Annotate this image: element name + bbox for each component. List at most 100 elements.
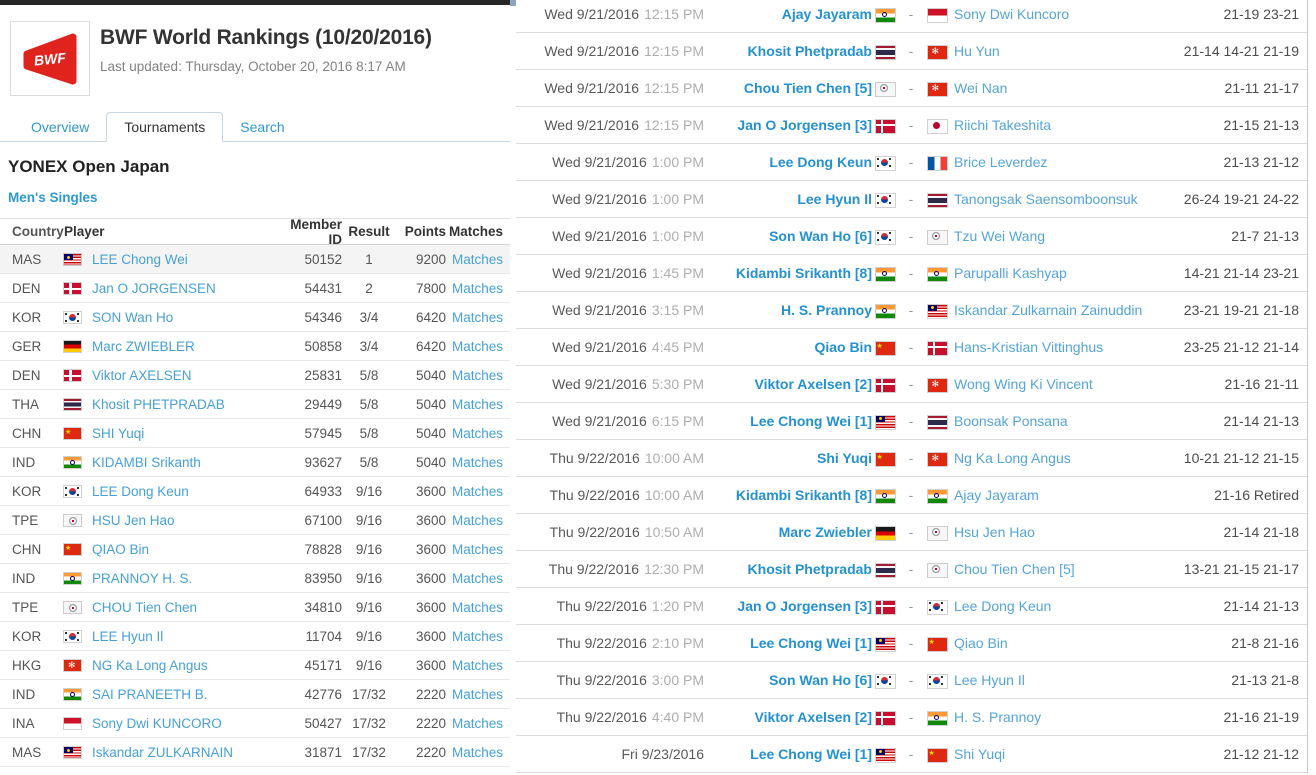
matches-link[interactable]: Matches	[451, 483, 503, 499]
match-score: 21-12 21-12	[1223, 746, 1299, 762]
tab-search[interactable]: Search	[240, 119, 285, 135]
category-link-mens-singles[interactable]: Men's Singles	[8, 190, 98, 205]
matches-link[interactable]: Matches	[451, 657, 503, 673]
matches-link[interactable]: Matches	[451, 367, 503, 383]
player-link[interactable]: CHOU Tien Chen	[92, 599, 198, 615]
player2-link[interactable]: H. S. Prannoy	[954, 709, 1042, 725]
player2-link[interactable]: Lee Dong Keun	[954, 598, 1052, 614]
matches-link[interactable]: Matches	[451, 744, 503, 760]
player-link[interactable]: Jan O JORGENSEN	[92, 280, 216, 296]
col-player: Player	[64, 224, 105, 239]
flag-hkg-icon	[927, 452, 947, 466]
player1-link[interactable]: Khosit Phetpradab	[747, 561, 872, 577]
player-link[interactable]: KIDAMBI Srikanth	[92, 454, 201, 470]
member-id: 50858	[304, 338, 342, 354]
player2-link[interactable]: Hans-Kristian Vittinghus	[954, 339, 1104, 355]
player2-link[interactable]: Shi Yuqi	[954, 746, 1006, 762]
match-row: Wed 9/21/2016 5:30 PM Viktor Axelsen [2] …	[516, 366, 1307, 403]
player1-link[interactable]: Viktor Axelsen [2]	[754, 709, 873, 725]
player1-link[interactable]: H. S. Prannoy	[780, 302, 872, 318]
player-link[interactable]: Marc ZWIEBLER	[92, 338, 195, 354]
player2-link[interactable]: Ajay Jayaram	[954, 487, 1039, 503]
points: 5040	[415, 425, 446, 441]
player1-link[interactable]: Kidambi Srikanth [8]	[735, 487, 872, 503]
player1-link[interactable]: Jan O Jorgensen [3]	[737, 598, 872, 614]
player1-link[interactable]: Shi Yuqi	[817, 450, 872, 466]
player2-link[interactable]: Riichi Takeshita	[954, 117, 1052, 133]
matches-link[interactable]: Matches	[451, 396, 503, 412]
matches-link[interactable]: Matches	[451, 338, 503, 354]
matches-link[interactable]: Matches	[451, 628, 503, 644]
flag-den-icon	[875, 378, 895, 392]
match-score: 21-19 23-21	[1223, 6, 1299, 22]
player-link[interactable]: HSU Jen Hao	[92, 512, 175, 528]
player-link[interactable]: NG Ka Long Angus	[92, 657, 208, 673]
matches-link[interactable]: Matches	[451, 570, 503, 586]
match-score: 21-13 21-12	[1223, 154, 1299, 170]
vs-separator: -	[908, 709, 914, 725]
player-link[interactable]: SON Wan Ho	[92, 309, 174, 325]
player1-link[interactable]: Son Wan Ho [6]	[769, 672, 872, 688]
member-id: 11704	[305, 628, 342, 644]
matches-link[interactable]: Matches	[451, 512, 503, 528]
player1-link[interactable]: Marc Zwiebler	[778, 524, 872, 540]
player2-link[interactable]: Brice Leverdez	[954, 154, 1048, 170]
player-link[interactable]: Khosit PHETPRADAB	[92, 396, 225, 412]
player-link[interactable]: Iskandar ZULKARNAIN	[92, 744, 234, 760]
tab-tournaments[interactable]: Tournaments	[106, 112, 224, 142]
player2-link[interactable]: Hu Yun	[954, 43, 1000, 59]
matches-link[interactable]: Matches	[451, 309, 503, 325]
player2-link[interactable]: Iskandar Zulkarnain Zainuddin	[954, 302, 1143, 318]
player-link[interactable]: Viktor AXELSEN	[92, 367, 192, 383]
country-code: GER	[12, 338, 42, 354]
player-link[interactable]: LEE Dong Keun	[92, 483, 189, 499]
player1-link[interactable]: Son Wan Ho [6]	[769, 228, 872, 244]
player2-link[interactable]: Wei Nan	[954, 80, 1008, 96]
matches-link[interactable]: Matches	[451, 454, 503, 470]
player2-link[interactable]: Ng Ka Long Angus	[954, 450, 1071, 466]
player-link[interactable]: LEE Hyun Il	[92, 628, 164, 644]
player-link[interactable]: QIAO Bin	[92, 541, 150, 557]
matches-link[interactable]: Matches	[451, 541, 503, 557]
player1-link[interactable]: Khosit Phetpradab	[747, 43, 872, 59]
matches-link[interactable]: Matches	[451, 599, 503, 615]
player2-link[interactable]: Chou Tien Chen [5]	[954, 561, 1075, 577]
tab-overview[interactable]: Overview	[31, 119, 90, 135]
player2-link[interactable]: Boonsak Ponsana	[954, 413, 1068, 429]
player1-link[interactable]: Lee Chong Wei [1]	[750, 413, 872, 429]
player2-link[interactable]: Parupalli Kashyap	[954, 265, 1067, 281]
player2-link[interactable]: Lee Hyun Il	[954, 672, 1025, 688]
player1-link[interactable]: Kidambi Srikanth [8]	[735, 265, 872, 281]
matches-link[interactable]: Matches	[451, 686, 503, 702]
player2-link[interactable]: Hsu Jen Hao	[954, 524, 1035, 540]
player2-link[interactable]: Tanongsak Saensomboonsuk	[954, 191, 1138, 207]
player1-link[interactable]: Viktor Axelsen [2]	[754, 376, 873, 392]
player2-link[interactable]: Wong Wing Ki Vincent	[954, 376, 1093, 392]
player1-link[interactable]: Chou Tien Chen [5]	[743, 80, 872, 96]
player2-link[interactable]: Tzu Wei Wang	[954, 228, 1046, 244]
matches-link[interactable]: Matches	[451, 715, 503, 731]
result: 9/16	[355, 483, 383, 499]
player2-link[interactable]: Sony Dwi Kuncoro	[954, 6, 1070, 22]
player-link[interactable]: LEE Chong Wei	[92, 251, 188, 267]
flag-den-icon	[64, 283, 81, 295]
matches-link[interactable]: Matches	[451, 425, 503, 441]
points: 9200	[415, 251, 446, 267]
player1-link[interactable]: Qiao Bin	[814, 339, 872, 355]
player1-link[interactable]: Lee Hyun Il	[797, 191, 872, 207]
player1-link[interactable]: Lee Chong Wei [1]	[750, 635, 872, 651]
player-link[interactable]: Sony Dwi KUNCORO	[92, 715, 222, 731]
player1-link[interactable]: Ajay Jayaram	[781, 6, 872, 22]
matches-link[interactable]: Matches	[451, 251, 503, 267]
player1-link[interactable]: Jan O Jorgensen [3]	[737, 117, 872, 133]
player1-link[interactable]: Lee Chong Wei [1]	[750, 746, 872, 762]
player-link[interactable]: SHI Yuqi	[92, 425, 145, 441]
result: 9/16	[355, 628, 383, 644]
player-link[interactable]: SAI PRANEETH B.	[92, 686, 208, 702]
match-row: Wed 9/21/2016 1:00 PM Lee Dong Keun - Bri…	[516, 144, 1307, 181]
player2-link[interactable]: Qiao Bin	[954, 635, 1008, 651]
player1-link[interactable]: Lee Dong Keun	[769, 154, 872, 170]
player-link[interactable]: PRANNOY H. S.	[92, 570, 193, 586]
matches-link[interactable]: Matches	[451, 280, 503, 296]
